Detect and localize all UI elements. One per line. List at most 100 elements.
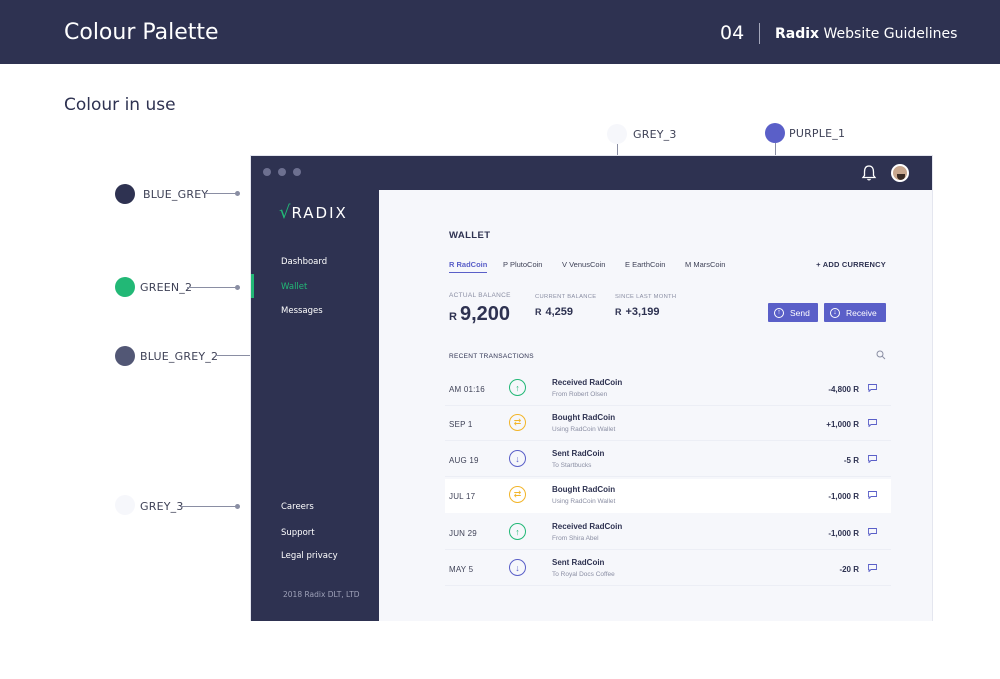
transaction-date: JUL 17 <box>449 492 476 501</box>
transaction-amount: -5 R <box>843 456 859 465</box>
comment-icon[interactable] <box>868 564 877 572</box>
swatch-label: GREEN_2 <box>140 281 193 294</box>
transaction-row[interactable]: MAY 5 ↓ Sent RadCoin To Royal Docs Coffee -2… <box>445 552 891 586</box>
transaction-date: MAY 5 <box>449 565 474 574</box>
nav-active-indicator <box>251 274 254 298</box>
transaction-row[interactable]: AM 01:16 ↑ Received RadCoin From Robert Ols… <box>445 372 891 406</box>
transaction-title: Bought RadCoin <box>552 485 616 494</box>
receive-button[interactable]: ↓ Receive <box>824 303 886 322</box>
arrow-down-icon: ↓ <box>509 559 526 576</box>
nav-messages[interactable]: Messages <box>281 306 323 316</box>
current-balance-label: CURRENT BALANCE <box>535 294 597 300</box>
transaction-date: JUN 29 <box>449 529 477 538</box>
transaction-subtitle: From Robert Olsen <box>552 391 608 398</box>
nav-support[interactable]: Support <box>281 528 315 538</box>
transaction-amount: -4,800 R <box>828 385 859 394</box>
transaction-title: Received RadCoin <box>552 522 623 531</box>
transaction-date: AUG 19 <box>449 456 479 465</box>
tab-marscoin[interactable]: M MarsCoin <box>685 260 726 269</box>
callout-line <box>187 287 238 288</box>
current-balance-value: 4,259 <box>545 306 574 318</box>
transaction-row[interactable]: AUG 19 ↓ Sent RadCoin To Startbucks -5 R <box>445 443 891 477</box>
swap-icon: ⇄ <box>509 486 526 503</box>
transaction-title: Sent RadCoin <box>552 558 605 567</box>
swatch-purple-1 <box>765 123 785 143</box>
recent-transactions-label: RECENT TRANSACTIONS <box>449 353 534 360</box>
nav-dashboard[interactable]: Dashboard <box>281 257 328 267</box>
page-number: 04 <box>720 22 745 44</box>
transaction-title: Received RadCoin <box>552 378 623 387</box>
swatch-label: BLUE_GREY_2 <box>140 350 219 363</box>
currency-symbol: R <box>449 311 457 323</box>
swatch-green-2 <box>115 277 135 297</box>
callout-dot <box>235 504 240 509</box>
swatch-blue-grey <box>115 184 135 204</box>
comment-icon[interactable] <box>868 528 877 536</box>
since-last-month-label: SINCE LAST MONTH <box>615 294 677 300</box>
callout-line <box>180 506 238 507</box>
search-icon[interactable] <box>876 350 886 360</box>
wallet-title: WALLET <box>449 230 491 241</box>
actual-balance-value: 9,200 <box>459 303 511 325</box>
swatch-label: GREY_3 <box>140 500 184 513</box>
transaction-subtitle: Using RadCoin Wallet <box>552 426 616 433</box>
arrow-down-icon: ↓ <box>830 307 840 318</box>
since-last-month: R +3,199 <box>615 306 659 318</box>
send-label: Send <box>790 307 810 318</box>
swatch-grey-3 <box>115 495 135 515</box>
transaction-title: Sent RadCoin <box>552 449 605 458</box>
comment-icon[interactable] <box>868 384 877 392</box>
transaction-amount: -1,000 R <box>828 492 859 501</box>
arrow-down-icon: ↓ <box>509 450 526 467</box>
transaction-row[interactable]: JUL 17 ⇄ Bought RadCoin Using RadCoin Walle… <box>445 479 891 513</box>
comment-icon[interactable] <box>868 419 877 427</box>
swatch-grey-3-top <box>607 124 627 144</box>
tab-earthcoin[interactable]: E EarthCoin <box>625 260 666 269</box>
nav-wallet[interactable]: Wallet <box>281 282 308 292</box>
guide-suffix: Website Guidelines <box>823 26 958 42</box>
avatar[interactable] <box>891 164 909 182</box>
header-divider <box>759 23 760 44</box>
app-topbar <box>251 156 932 190</box>
logo[interactable]: √RADIX <box>279 202 348 223</box>
transaction-row[interactable]: SEP 1 ⇄ Bought RadCoin Using RadCoin Wallet… <box>445 407 891 441</box>
window-dot[interactable] <box>263 168 271 176</box>
page-header: Colour Palette 04 Radix Website Guidelin… <box>0 0 1000 64</box>
transaction-row[interactable]: JUN 29 ↑ Received RadCoin From Shira Abel -1… <box>445 516 891 550</box>
tab-radcoin[interactable]: R RadCoin <box>449 260 488 273</box>
arrow-up-icon: ↑ <box>774 307 784 318</box>
app-window: √RADIX Dashboard Wallet Messages Careers… <box>250 155 933 621</box>
actual-balance: R 9,200 <box>449 303 510 326</box>
actual-balance-label: ACTUAL BALANCE <box>449 292 511 299</box>
transaction-subtitle: Using RadCoin Wallet <box>552 498 616 505</box>
transaction-amount: +1,000 R <box>826 420 859 429</box>
page-title: Colour Palette <box>64 20 219 45</box>
tab-plutocoin[interactable]: P PlutoCoin <box>503 260 543 269</box>
nav-careers[interactable]: Careers <box>281 502 314 512</box>
add-currency-button[interactable]: + ADD CURRENCY <box>816 260 886 269</box>
swap-icon: ⇄ <box>509 414 526 431</box>
window-dot[interactable] <box>293 168 301 176</box>
callout-dot <box>235 191 240 196</box>
callout-dot <box>235 285 240 290</box>
bell-icon[interactable] <box>861 164 877 182</box>
transaction-subtitle: From Shira Abel <box>552 535 599 542</box>
copyright: 2018 Radix DLT, LTD <box>283 590 360 599</box>
arrow-up-icon: ↑ <box>509 379 526 396</box>
arrow-up-icon: ↑ <box>509 523 526 540</box>
nav-legal-privacy[interactable]: Legal privacy <box>281 551 338 561</box>
check-icon: √ <box>279 202 291 223</box>
callout-line <box>205 193 238 194</box>
window-dot[interactable] <box>278 168 286 176</box>
send-button[interactable]: ↑ Send <box>768 303 818 322</box>
section-subtitle: Colour in use <box>64 95 176 115</box>
comment-icon[interactable] <box>868 491 877 499</box>
comment-icon[interactable] <box>868 455 877 463</box>
swatch-label: GREY_3 <box>633 128 677 141</box>
transaction-subtitle: To Startbucks <box>552 462 592 469</box>
logo-text: RADIX <box>291 204 348 222</box>
tab-venuscoin[interactable]: V VenusCoin <box>562 260 606 269</box>
transaction-date: AM 01:16 <box>449 385 485 394</box>
swatch-blue-grey-2 <box>115 346 135 366</box>
